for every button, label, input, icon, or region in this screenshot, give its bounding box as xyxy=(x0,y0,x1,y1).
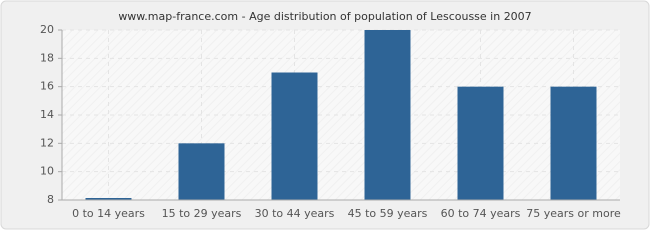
bar xyxy=(364,30,411,200)
bar xyxy=(85,198,132,200)
bar xyxy=(178,143,225,200)
bar xyxy=(550,86,597,200)
x-tick-label: 45 to 59 years xyxy=(348,207,428,220)
y-tick-label: 16 xyxy=(40,80,54,93)
bar xyxy=(271,72,318,200)
y-tick-label: 20 xyxy=(40,23,54,36)
x-tick-label: 15 to 29 years xyxy=(162,207,242,220)
y-tick-label: 8 xyxy=(47,193,54,206)
x-tick-label: 75 years or more xyxy=(526,207,621,220)
chart-title: www.map-france.com - Age distribution of… xyxy=(118,10,531,23)
y-tick-label: 12 xyxy=(40,136,54,149)
x-tick-label: 30 to 44 years xyxy=(255,207,335,220)
y-tick-label: 18 xyxy=(40,51,54,64)
bars xyxy=(85,30,597,200)
chart: www.map-france.com - Age distribution of… xyxy=(0,0,650,230)
bar xyxy=(457,86,504,200)
y-tick-label: 10 xyxy=(40,165,54,178)
y-tick-label: 14 xyxy=(40,108,54,121)
page: www.map-france.com - Age distribution of… xyxy=(0,0,650,230)
x-tick-label: 60 to 74 years xyxy=(441,207,521,220)
x-tick-label: 0 to 14 years xyxy=(72,207,145,220)
